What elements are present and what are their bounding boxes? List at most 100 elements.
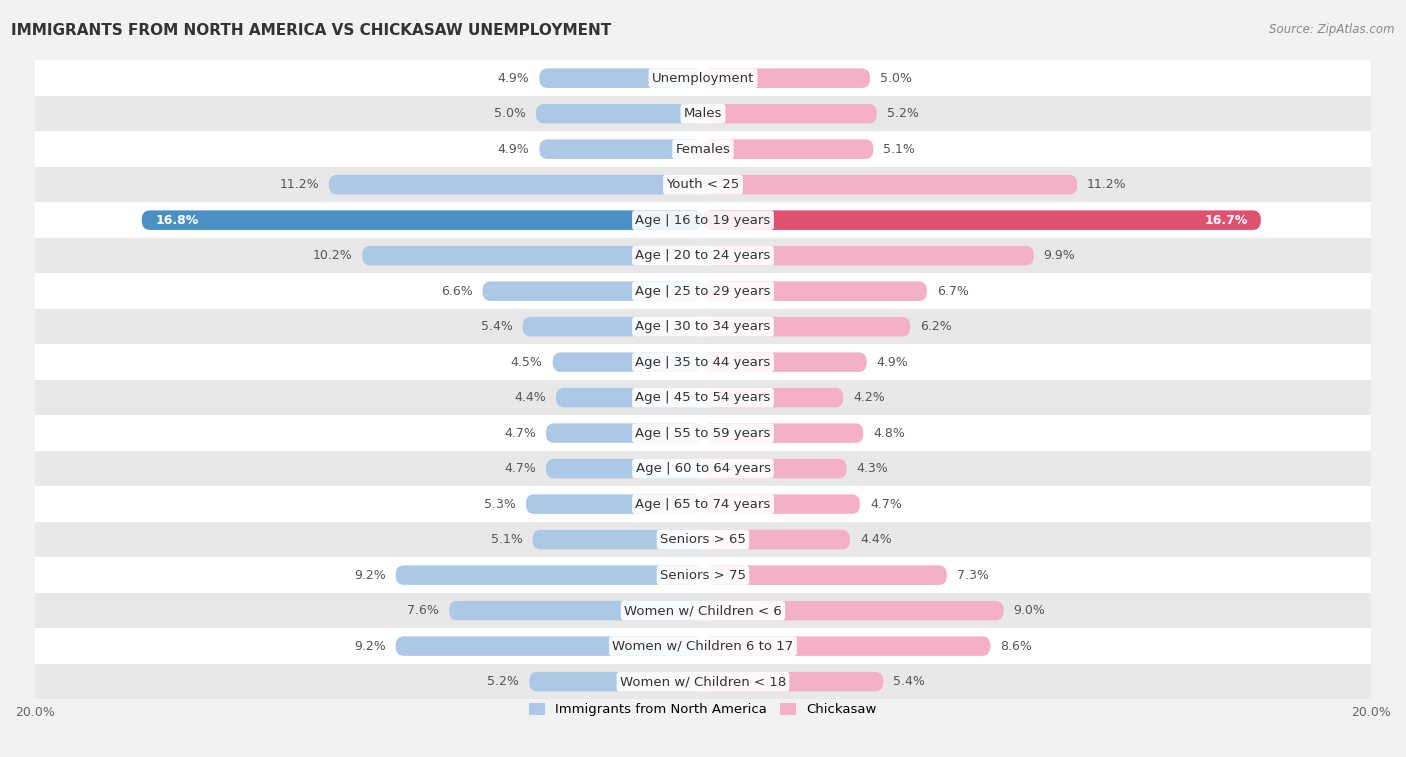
Text: 4.7%: 4.7% (870, 497, 901, 511)
Text: Age | 16 to 19 years: Age | 16 to 19 years (636, 213, 770, 226)
FancyBboxPatch shape (546, 459, 703, 478)
Text: 4.5%: 4.5% (510, 356, 543, 369)
Text: 4.7%: 4.7% (505, 427, 536, 440)
Text: Age | 45 to 54 years: Age | 45 to 54 years (636, 391, 770, 404)
Text: Unemployment: Unemployment (652, 72, 754, 85)
Text: 4.9%: 4.9% (498, 142, 529, 156)
Text: Age | 65 to 74 years: Age | 65 to 74 years (636, 497, 770, 511)
FancyBboxPatch shape (536, 104, 703, 123)
FancyBboxPatch shape (703, 139, 873, 159)
Text: Females: Females (675, 142, 731, 156)
FancyBboxPatch shape (526, 494, 703, 514)
FancyBboxPatch shape (395, 565, 703, 585)
Bar (35, 628, 1371, 664)
Text: 4.4%: 4.4% (860, 533, 891, 546)
FancyBboxPatch shape (703, 68, 870, 88)
FancyBboxPatch shape (555, 388, 703, 407)
FancyBboxPatch shape (703, 494, 860, 514)
FancyBboxPatch shape (523, 317, 703, 336)
FancyBboxPatch shape (703, 565, 946, 585)
FancyBboxPatch shape (703, 246, 1033, 266)
FancyBboxPatch shape (703, 175, 1077, 195)
Text: Age | 55 to 59 years: Age | 55 to 59 years (636, 427, 770, 440)
Bar (35, 664, 1371, 699)
FancyBboxPatch shape (329, 175, 703, 195)
Bar (35, 522, 1371, 557)
Text: Males: Males (683, 107, 723, 120)
FancyBboxPatch shape (363, 246, 703, 266)
FancyBboxPatch shape (703, 317, 910, 336)
Bar (35, 309, 1371, 344)
FancyBboxPatch shape (703, 530, 851, 550)
Text: 5.3%: 5.3% (484, 497, 516, 511)
Bar (35, 344, 1371, 380)
Text: 4.2%: 4.2% (853, 391, 884, 404)
Text: 9.2%: 9.2% (354, 640, 385, 653)
Bar (35, 380, 1371, 416)
Legend: Immigrants from North America, Chickasaw: Immigrants from North America, Chickasaw (523, 697, 883, 721)
FancyBboxPatch shape (449, 601, 703, 621)
Text: Source: ZipAtlas.com: Source: ZipAtlas.com (1270, 23, 1395, 36)
Text: 16.8%: 16.8% (155, 213, 198, 226)
Text: 5.4%: 5.4% (481, 320, 513, 333)
Text: 16.7%: 16.7% (1204, 213, 1247, 226)
Bar (35, 167, 1371, 202)
FancyBboxPatch shape (533, 530, 703, 550)
FancyBboxPatch shape (703, 459, 846, 478)
Text: Seniors > 75: Seniors > 75 (659, 569, 747, 581)
Text: Women w/ Children < 18: Women w/ Children < 18 (620, 675, 786, 688)
FancyBboxPatch shape (703, 104, 877, 123)
Text: 4.4%: 4.4% (515, 391, 546, 404)
Text: 9.2%: 9.2% (354, 569, 385, 581)
Text: IMMIGRANTS FROM NORTH AMERICA VS CHICKASAW UNEMPLOYMENT: IMMIGRANTS FROM NORTH AMERICA VS CHICKAS… (11, 23, 612, 38)
Text: Age | 20 to 24 years: Age | 20 to 24 years (636, 249, 770, 262)
Text: 4.9%: 4.9% (498, 72, 529, 85)
Text: 9.9%: 9.9% (1043, 249, 1076, 262)
FancyBboxPatch shape (703, 671, 883, 691)
Text: 6.6%: 6.6% (440, 285, 472, 298)
Bar (35, 557, 1371, 593)
FancyBboxPatch shape (540, 68, 703, 88)
Text: 4.9%: 4.9% (877, 356, 908, 369)
FancyBboxPatch shape (703, 423, 863, 443)
Bar (35, 238, 1371, 273)
FancyBboxPatch shape (482, 282, 703, 301)
FancyBboxPatch shape (703, 282, 927, 301)
Bar (35, 593, 1371, 628)
Text: Age | 35 to 44 years: Age | 35 to 44 years (636, 356, 770, 369)
Text: 4.8%: 4.8% (873, 427, 905, 440)
Text: 6.7%: 6.7% (936, 285, 969, 298)
Text: Age | 60 to 64 years: Age | 60 to 64 years (636, 462, 770, 475)
Text: Women w/ Children < 6: Women w/ Children < 6 (624, 604, 782, 617)
FancyBboxPatch shape (703, 388, 844, 407)
Text: 8.6%: 8.6% (1000, 640, 1032, 653)
Bar (35, 451, 1371, 486)
Bar (35, 61, 1371, 96)
Text: Women w/ Children 6 to 17: Women w/ Children 6 to 17 (613, 640, 793, 653)
FancyBboxPatch shape (540, 139, 703, 159)
Text: Youth < 25: Youth < 25 (666, 178, 740, 192)
Bar (35, 273, 1371, 309)
FancyBboxPatch shape (703, 637, 990, 656)
Text: 11.2%: 11.2% (1087, 178, 1126, 192)
Bar (35, 416, 1371, 451)
Text: 7.6%: 7.6% (408, 604, 439, 617)
FancyBboxPatch shape (142, 210, 703, 230)
Bar (35, 202, 1371, 238)
Text: 5.1%: 5.1% (883, 142, 915, 156)
Text: 5.2%: 5.2% (488, 675, 519, 688)
Text: Age | 30 to 34 years: Age | 30 to 34 years (636, 320, 770, 333)
FancyBboxPatch shape (703, 352, 866, 372)
FancyBboxPatch shape (553, 352, 703, 372)
Text: 11.2%: 11.2% (280, 178, 319, 192)
Text: 5.0%: 5.0% (494, 107, 526, 120)
FancyBboxPatch shape (529, 671, 703, 691)
FancyBboxPatch shape (395, 637, 703, 656)
Text: 5.1%: 5.1% (491, 533, 523, 546)
Text: Seniors > 65: Seniors > 65 (659, 533, 747, 546)
Text: 10.2%: 10.2% (312, 249, 353, 262)
Bar (35, 132, 1371, 167)
Text: 5.0%: 5.0% (880, 72, 912, 85)
Text: 6.2%: 6.2% (920, 320, 952, 333)
Text: 5.4%: 5.4% (893, 675, 925, 688)
